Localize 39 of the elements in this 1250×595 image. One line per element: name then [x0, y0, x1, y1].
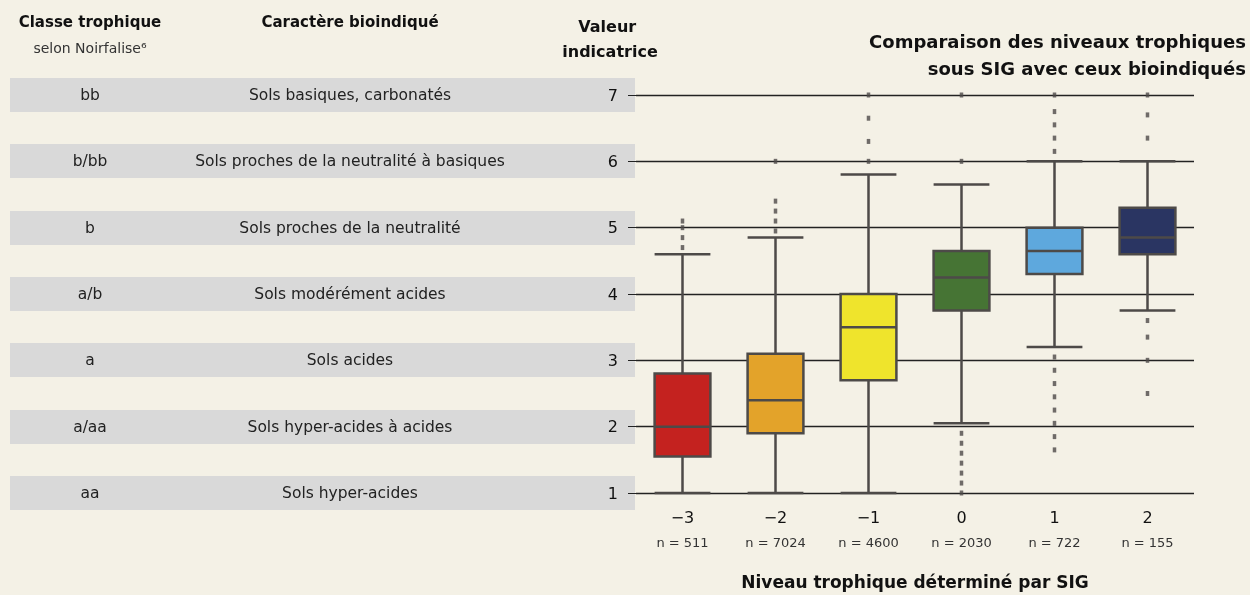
y-axis-title: Valeur indicatrice [562, 17, 658, 61]
text: n = 4600 [838, 535, 899, 550]
text: n = 511 [656, 535, 709, 550]
y-tick-label: 3 [607, 350, 618, 370]
text: Sols basiques, carbonatés [247, 85, 453, 106]
text: Sols modérément acides [253, 284, 447, 305]
x-tick-label: 2 [1142, 507, 1153, 527]
text: n = 722 [1028, 535, 1081, 550]
text: bb [79, 85, 101, 106]
text: Sols hyper-acides [281, 483, 419, 504]
chart-title: Comparaison des niveaux trophiques sous SIG avec ceux bioindiqués [869, 31, 1246, 79]
text: Sols acides [305, 350, 395, 372]
text: selon Noirfalise⁶ [32, 40, 148, 56]
x-tick-label: −3 [670, 507, 695, 527]
y-tick-label: 2 [607, 417, 618, 437]
text: n = 7024 [745, 535, 806, 550]
text: n = 2030 [931, 535, 992, 550]
y-tick-label: 4 [607, 284, 618, 304]
x-tick-label: 1 [1049, 507, 1060, 527]
text: b [84, 217, 96, 239]
x-tick-label: −1 [856, 507, 881, 527]
text: b/bb [71, 151, 109, 173]
text: Classe trophique [17, 13, 163, 31]
text: Caractère bioindiqué [260, 13, 440, 31]
text: Sols hyper-acides à acides [246, 416, 454, 438]
y-tick-label: 6 [607, 151, 618, 171]
x-axis-title: Niveau trophique déterminé par SIG [741, 571, 1089, 592]
y-tick-label: 1 [607, 483, 618, 503]
x-tick-label: 0 [956, 507, 967, 527]
text: Sols proches de la neutralité à basiques [194, 151, 506, 173]
text: a/b [76, 284, 104, 305]
y-tick-label: 7 [607, 85, 618, 105]
text: n = 155 [1121, 535, 1174, 550]
x-tick-label: −2 [763, 507, 788, 527]
text: aa [79, 483, 101, 504]
y-tick-label: 5 [607, 218, 618, 238]
text: Sols proches de la neutralité [238, 217, 462, 239]
text: a/aa [72, 416, 108, 438]
text: a [84, 350, 96, 372]
